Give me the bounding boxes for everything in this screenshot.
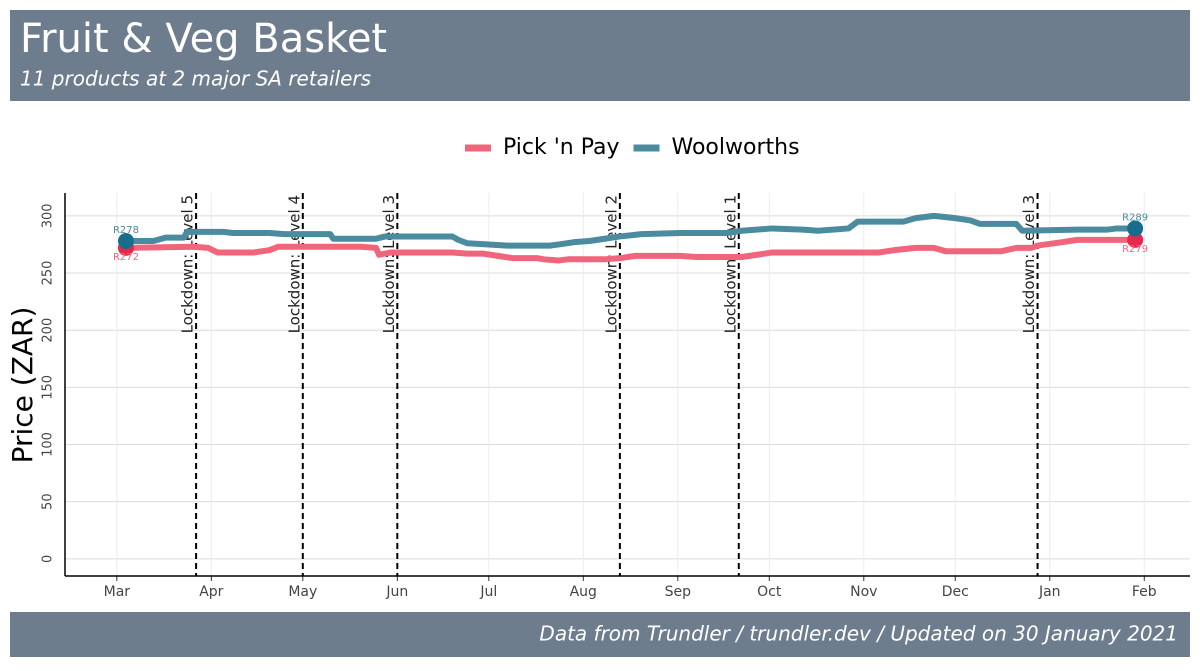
legend-label: Pick 'n Pay [503, 135, 620, 160]
x-tick-label: Jun [385, 584, 408, 600]
lockdown-label: Lockdown: Level 4 [285, 195, 303, 333]
series-line [125, 236, 1136, 264]
x-tick-label: Jul [479, 584, 497, 600]
lockdown-label: Lockdown: Level 1 [721, 195, 739, 333]
lockdown-label: Lockdown: Level 5 [179, 195, 197, 333]
end-point [117, 233, 134, 250]
series-line [125, 212, 1136, 249]
lockdown-label: Lockdown: Level 3 [1020, 195, 1038, 333]
end-point [1127, 220, 1144, 237]
point-label: R279 [1122, 244, 1148, 255]
x-tick-label: Apr [199, 584, 223, 600]
x-tick-label: Sep [665, 584, 692, 600]
x-tick-label: Aug [570, 584, 597, 600]
point-label: R272 [113, 252, 139, 263]
y-tick-label: 300 [41, 203, 56, 228]
x-tick-label: Nov [850, 584, 877, 600]
y-tick-label: 100 [41, 432, 56, 457]
y-tick-label: 50 [41, 493, 56, 510]
caption: Data from Trundler / trundler.dev / Upda… [539, 622, 1178, 646]
x-tick-label: Oct [757, 584, 782, 600]
end-point [1127, 231, 1144, 248]
legend-label: Woolworths [672, 135, 800, 160]
x-tick-label: Dec [942, 584, 969, 600]
x-tick-label: Feb [1132, 584, 1157, 600]
y-tick-label: 0 [41, 555, 56, 563]
chart-title: Fruit & Veg Basket [20, 16, 387, 62]
y-tick-label: 150 [41, 375, 56, 400]
lockdown-label: Lockdown: Level 3 [380, 195, 398, 333]
y-axis-title: Price (ZAR) [6, 307, 39, 464]
y-tick-label: 250 [41, 261, 56, 286]
y-tick-label: 200 [41, 318, 56, 343]
x-tick-label: May [288, 584, 317, 600]
chart-subtitle: 11 products at 2 major SA retailers [20, 67, 371, 91]
header-band [10, 10, 1190, 101]
point-label: R278 [113, 225, 139, 236]
point-label: R289 [1122, 212, 1148, 223]
footer-band [10, 612, 1190, 657]
lockdown-label: Lockdown: Level 2 [602, 195, 620, 333]
x-tick-label: Mar [104, 584, 131, 600]
x-tick-label: Jan [1038, 584, 1061, 600]
